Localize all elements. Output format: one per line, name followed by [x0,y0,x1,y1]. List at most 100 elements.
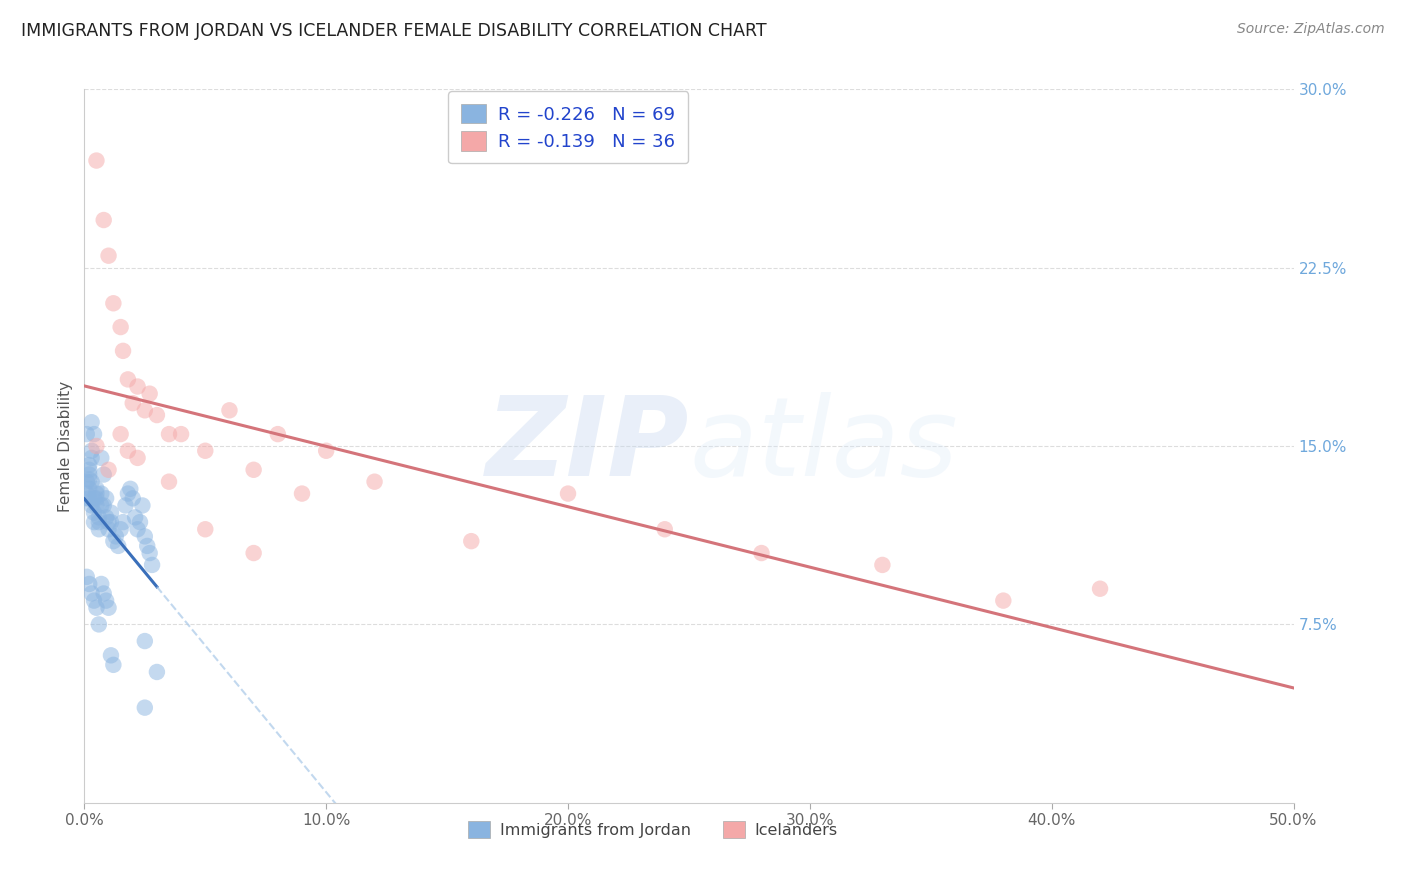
Point [103,534,125,549]
Point [97,600,120,615]
Point [114,499,136,513]
Point [90,577,112,591]
Point [80,415,103,429]
Point [218,403,240,417]
Point [90,450,112,465]
Point [80,586,103,600]
Point [86,439,108,453]
Point [557,486,579,500]
Text: ZIP: ZIP [485,392,689,500]
Point [83,427,105,442]
Point [76,475,98,489]
Point [77,491,100,506]
Point [110,320,132,334]
Point [127,379,149,393]
Point [242,463,264,477]
Point [112,343,135,358]
Point [134,529,156,543]
Point [136,539,159,553]
Point [134,403,156,417]
Point [77,577,100,591]
Point [97,515,120,529]
Point [157,427,180,442]
Text: Source: ZipAtlas.com: Source: ZipAtlas.com [1237,22,1385,37]
Point [86,491,108,506]
Point [80,475,103,489]
Point [83,491,105,506]
Point [872,558,894,572]
Y-axis label: Female Disability: Female Disability [58,380,73,512]
Point [76,491,98,506]
Point [93,499,115,513]
Point [121,491,143,506]
Point [87,515,110,529]
Point [267,427,290,442]
Point [110,427,132,442]
Point [363,475,385,489]
Point [460,534,482,549]
Point [117,443,139,458]
Point [93,213,115,227]
Point [170,427,193,442]
Point [134,634,156,648]
Point [993,593,1015,607]
Point [117,486,139,500]
Point [127,522,149,536]
Point [1088,582,1111,596]
Point [80,450,103,465]
Point [751,546,773,560]
Point [76,427,98,442]
Point [80,443,103,458]
Point [87,510,110,524]
Point [87,522,110,536]
Point [138,546,160,560]
Text: atlas: atlas [689,392,957,500]
Point [93,467,115,482]
Point [94,491,117,506]
Point [107,539,129,553]
Point [86,499,108,513]
Point [141,558,163,572]
Point [112,515,135,529]
Point [100,515,122,529]
Point [315,443,337,458]
Point [127,450,149,465]
Point [80,499,103,513]
Point [94,593,117,607]
Point [86,600,108,615]
Point [124,510,146,524]
Point [83,593,105,607]
Point [97,463,120,477]
Point [194,443,217,458]
Point [157,475,180,489]
Point [120,482,142,496]
Point [86,153,108,168]
Point [100,648,122,663]
Point [77,467,100,482]
Point [76,486,98,500]
Point [83,515,105,529]
Point [110,522,132,536]
Point [83,506,105,520]
Point [129,515,152,529]
Point [103,657,125,672]
Point [77,482,100,496]
Point [121,396,143,410]
Point [77,458,100,472]
Point [86,482,108,496]
Point [97,522,120,536]
Point [93,586,115,600]
Point [291,486,314,500]
Point [94,510,117,524]
Point [117,372,139,386]
Point [146,665,169,679]
Point [77,472,100,486]
Point [103,296,125,310]
Point [138,386,160,401]
Point [76,570,98,584]
Point [654,522,676,536]
Point [100,506,122,520]
Point [242,546,264,560]
Point [194,522,217,536]
Point [104,529,127,543]
